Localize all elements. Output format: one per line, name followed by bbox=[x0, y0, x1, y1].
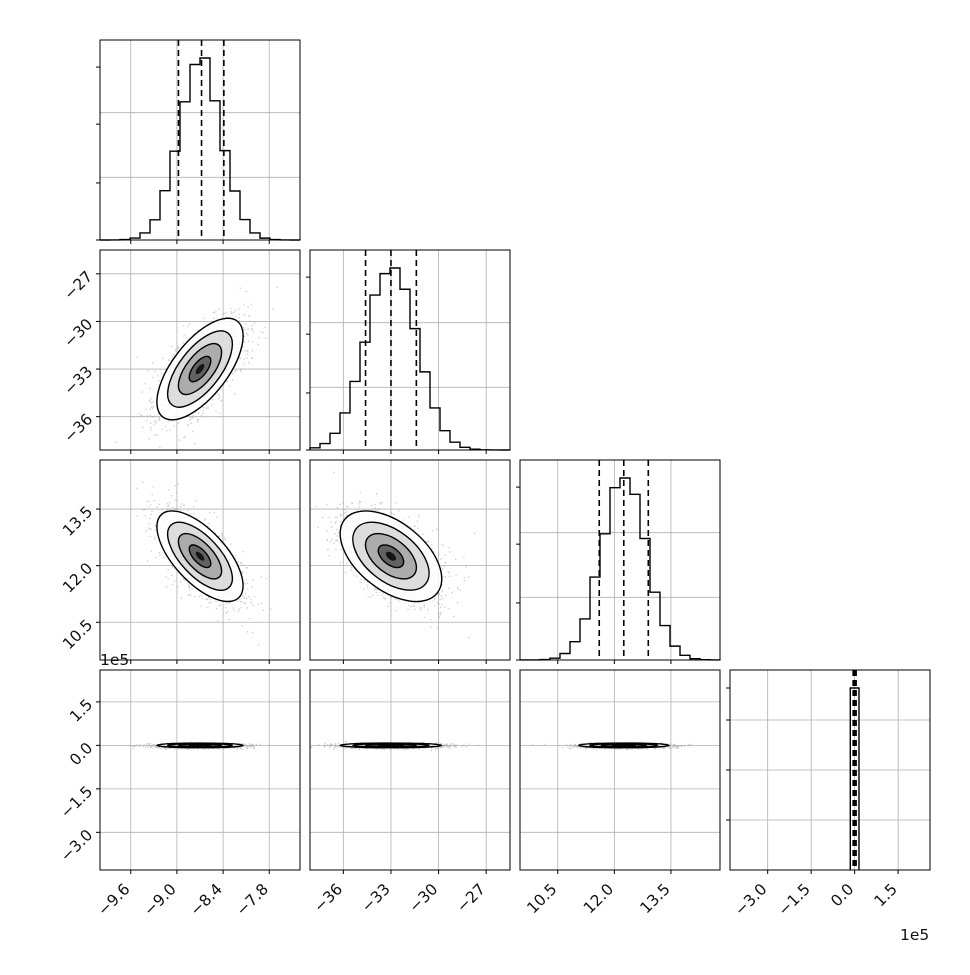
density-level bbox=[195, 551, 205, 561]
y-tick-label: 0.0 bbox=[66, 739, 96, 769]
y-tick-label: −36 bbox=[61, 410, 97, 446]
panel-content bbox=[520, 670, 720, 870]
contour-line bbox=[177, 532, 223, 580]
panel-content bbox=[100, 460, 300, 660]
histogram-bars bbox=[849, 687, 860, 870]
x-tick-label: 10.5 bbox=[523, 880, 560, 917]
x-tick-label: 13.5 bbox=[637, 880, 674, 917]
panel-frame bbox=[309, 249, 511, 451]
panel-frame bbox=[99, 249, 301, 451]
contour-line bbox=[166, 330, 234, 408]
density-level bbox=[195, 363, 205, 375]
hist-panel-3 bbox=[726, 669, 931, 874]
x-tick-label: −9.0 bbox=[140, 880, 179, 919]
panel-frame bbox=[99, 669, 301, 871]
panel-background bbox=[520, 670, 720, 870]
panel-content bbox=[100, 250, 300, 450]
panel-background bbox=[310, 670, 510, 870]
x-tick-label: −9.6 bbox=[94, 880, 133, 919]
panel-frame bbox=[729, 669, 931, 871]
contour-line bbox=[156, 317, 244, 421]
y-tick-label: −1.5 bbox=[57, 782, 96, 821]
x-tick-label: −30 bbox=[406, 880, 442, 916]
y-tick-label: 12.0 bbox=[59, 559, 96, 596]
contour-line bbox=[377, 743, 405, 747]
panel-frame bbox=[99, 39, 301, 241]
contour-line bbox=[188, 544, 212, 569]
panel-frame bbox=[309, 669, 511, 871]
x-tick-label: −3.0 bbox=[731, 880, 770, 919]
x-tick-label: −33 bbox=[358, 880, 394, 916]
contour-line bbox=[611, 743, 636, 747]
y-offset-label: 1e5 bbox=[100, 651, 129, 669]
hist-panel-2 bbox=[516, 459, 721, 664]
hist-panel-0 bbox=[96, 39, 301, 244]
histogram-bars bbox=[309, 267, 511, 451]
panel-background bbox=[520, 460, 720, 660]
density-panel-2-0 bbox=[96, 459, 301, 664]
contour-line bbox=[188, 355, 212, 383]
panel-frame bbox=[519, 669, 721, 871]
y-tick-label: −33 bbox=[61, 363, 97, 399]
x-offset-label: 1e5 bbox=[900, 926, 929, 944]
x-tick-label: 1.5 bbox=[871, 880, 901, 910]
panel-background bbox=[100, 40, 300, 240]
contour-line bbox=[377, 544, 405, 569]
x-tick-label: 0.0 bbox=[827, 880, 857, 910]
density-panel-1-0 bbox=[96, 249, 301, 454]
panel-content bbox=[100, 670, 300, 870]
y-tick-label: −30 bbox=[61, 315, 97, 351]
contour-line bbox=[364, 532, 418, 580]
y-tick-label: −27 bbox=[61, 267, 97, 303]
panel-content bbox=[310, 460, 510, 660]
panel-content bbox=[310, 670, 510, 870]
x-tick-label: −1.5 bbox=[775, 880, 814, 919]
x-tick-label: −27 bbox=[453, 880, 489, 916]
x-tick-label: −8.4 bbox=[187, 880, 226, 919]
histogram-bars bbox=[519, 477, 721, 661]
contour-line bbox=[177, 342, 223, 396]
contour-line bbox=[166, 521, 234, 591]
hist-panel-1 bbox=[306, 249, 511, 454]
panel-frame bbox=[99, 459, 301, 661]
y-tick-label: 10.5 bbox=[59, 616, 96, 653]
contour-line bbox=[188, 743, 212, 747]
y-tick-label: 1.5 bbox=[66, 696, 96, 726]
density-panel-2-1 bbox=[309, 459, 511, 664]
x-tick-label: −36 bbox=[310, 880, 346, 916]
density-panel-3-0 bbox=[96, 669, 301, 874]
y-tick-label: 13.5 bbox=[59, 503, 96, 540]
density-panel-3-2 bbox=[519, 669, 721, 874]
x-tick-label: −7.8 bbox=[233, 880, 272, 919]
histogram-bars bbox=[99, 57, 301, 241]
density-panel-3-1 bbox=[309, 669, 511, 874]
panel-background bbox=[100, 670, 300, 870]
panel-frame bbox=[519, 459, 721, 661]
contour-line bbox=[156, 510, 244, 603]
panel-frame bbox=[309, 459, 511, 661]
contour-line bbox=[352, 521, 430, 591]
y-tick-label: −3.0 bbox=[57, 826, 96, 865]
contour-line bbox=[339, 510, 443, 603]
x-tick-label: 12.0 bbox=[580, 880, 617, 917]
